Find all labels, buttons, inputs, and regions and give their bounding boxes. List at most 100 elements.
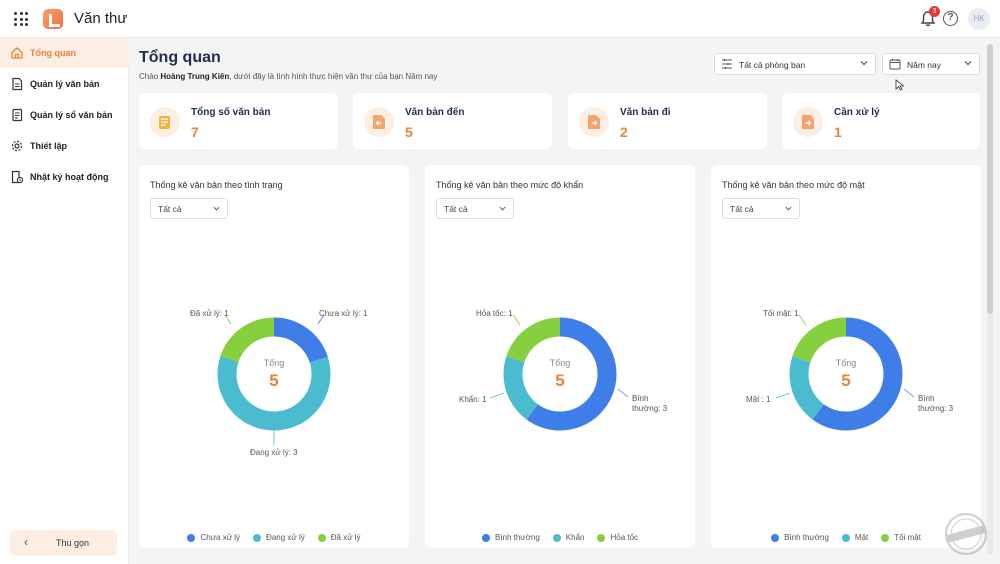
help-icon[interactable]: ? bbox=[943, 11, 958, 26]
callout-label: Bình bbox=[918, 394, 934, 403]
user-name: Hoàng Trung Kiên bbox=[160, 72, 230, 81]
stat-value: 7 bbox=[191, 124, 199, 140]
avatar[interactable]: HK bbox=[968, 8, 990, 30]
chart-filter-select[interactable]: Tất cả bbox=[722, 198, 800, 219]
callout-label: Khẩn: 1 bbox=[459, 395, 487, 404]
stat-card-total[interactable]: Tổng số văn bản 7 bbox=[139, 93, 338, 149]
scrollbar-thumb[interactable] bbox=[987, 44, 993, 314]
stat-card-incoming[interactable]: Văn bản đến 5 bbox=[353, 93, 552, 149]
chart-legend: Bình thường Mật Tối mật bbox=[711, 533, 981, 542]
activity-log-icon bbox=[11, 170, 24, 184]
donut-chart: Bình thường: 3 Khẩn: 1 Hỏa tốc: 1 Tổng 5 bbox=[459, 309, 668, 431]
donut-slice-mật[interactable] bbox=[789, 317, 903, 431]
stat-label: Văn bản đến bbox=[405, 107, 465, 118]
legend-item[interactable]: Bình thường bbox=[481, 533, 540, 542]
collapse-label: Thu gọn bbox=[56, 538, 90, 548]
donut-slice-đã-xử-lý[interactable] bbox=[217, 317, 331, 431]
mouse-cursor-icon bbox=[895, 79, 905, 91]
calendar-icon bbox=[889, 59, 901, 70]
sidebar-item-settings[interactable]: Thiết lập bbox=[0, 131, 129, 161]
callout-label: thường: 3 bbox=[918, 404, 954, 413]
chevron-down-icon bbox=[785, 206, 792, 211]
book-icon bbox=[12, 108, 23, 122]
donut-center-value: 5 bbox=[555, 371, 564, 390]
donut-slice-đang-xử-lý[interactable] bbox=[217, 317, 331, 431]
app-title: Văn thư bbox=[74, 10, 128, 27]
sidebar-item-label: Nhật ký hoạt động bbox=[30, 172, 109, 182]
stat-value: 1 bbox=[834, 124, 842, 140]
document-icon bbox=[12, 77, 23, 91]
donut-center-label: Tổng bbox=[836, 358, 857, 368]
legend-item[interactable]: Mật bbox=[841, 533, 868, 542]
department-select[interactable]: Tất cả phòng ban bbox=[714, 53, 876, 75]
sidebar-item-label: Quản lý sổ văn bản bbox=[30, 110, 113, 120]
chevron-down-icon bbox=[964, 61, 972, 66]
callout-label: Tối mật: 1 bbox=[763, 309, 799, 318]
sidebar-item-documents[interactable]: Quản lý văn bản bbox=[0, 69, 129, 99]
collapse-sidebar-button[interactable]: ‹ Thu gọn bbox=[10, 530, 117, 556]
chevron-down-icon bbox=[499, 206, 506, 211]
app-logo bbox=[43, 9, 63, 29]
chart-legend: Chưa xử lý Đang xử lý Đã xử lý bbox=[139, 533, 409, 542]
callout-label: Bình bbox=[632, 394, 648, 403]
stat-label: Cần xử lý bbox=[834, 107, 880, 118]
donut-slice-tối-mật[interactable] bbox=[789, 317, 903, 431]
filter-list-icon bbox=[722, 59, 732, 69]
donut-center-value: 5 bbox=[841, 371, 850, 390]
callout-label: Mật : 1 bbox=[746, 395, 771, 404]
chart-card-urgency: Thống kê văn bản theo mức độ khẩn Tất cả… bbox=[425, 165, 695, 548]
document-stack-icon bbox=[159, 116, 170, 129]
period-select[interactable]: Năm nay bbox=[882, 53, 980, 75]
chart-filter-select[interactable]: Tất cả bbox=[436, 198, 514, 219]
greeting-text: Chào Hoàng Trung Kiên, dưới đây là tình … bbox=[139, 72, 438, 81]
legend-item[interactable]: Hỏa tốc bbox=[597, 533, 638, 542]
gear-icon bbox=[11, 140, 23, 152]
pending-document-icon bbox=[802, 115, 814, 129]
chart-title: Thống kê văn bản theo mức độ mật bbox=[722, 180, 865, 190]
outgoing-document-icon bbox=[588, 115, 600, 129]
legend-item[interactable]: Chưa xử lý bbox=[187, 533, 240, 542]
notification-badge: 3 bbox=[929, 6, 940, 17]
stat-label: Tổng số văn bản bbox=[191, 107, 271, 118]
watermark-stamp bbox=[945, 513, 987, 555]
sidebar: Tổng quan Quản lý văn bản Quản lý sổ văn… bbox=[0, 38, 129, 564]
legend-item[interactable]: Bình thường bbox=[771, 533, 829, 542]
chart-card-status: Thống kê văn bản theo tình trạng Tất cả … bbox=[139, 165, 409, 548]
stat-card-outgoing[interactable]: Văn bản đi 2 bbox=[568, 93, 767, 149]
chart-filter-select[interactable]: Tất cả bbox=[150, 198, 228, 219]
callout-label: Đã xử lý: 1 bbox=[190, 309, 229, 318]
donut-slice-hỏa-tốc[interactable] bbox=[503, 317, 617, 431]
callout-label: thường: 3 bbox=[632, 404, 668, 413]
stat-card-pending[interactable]: Cần xử lý 1 bbox=[782, 93, 980, 149]
incoming-document-icon bbox=[373, 115, 385, 129]
chevron-down-icon bbox=[860, 61, 868, 66]
sidebar-item-label: Tổng quan bbox=[30, 48, 76, 58]
sidebar-item-overview[interactable]: Tổng quan bbox=[0, 38, 129, 68]
chart-title: Thống kê văn bản theo tình trạng bbox=[150, 180, 283, 190]
legend-item[interactable]: Khẩn bbox=[552, 533, 584, 542]
donut-chart: Chưa xử lý: 1 Đang xử lý: 3 Đã xử lý: 1 … bbox=[190, 309, 368, 457]
legend-item[interactable]: Đã xử lý bbox=[317, 533, 361, 542]
callout-label: Hỏa tốc: 1 bbox=[476, 309, 513, 318]
sidebar-item-label: Thiết lập bbox=[30, 141, 68, 151]
callout-label: Đang xử lý: 3 bbox=[250, 448, 298, 457]
stat-value: 5 bbox=[405, 124, 413, 140]
sidebar-item-activity-log[interactable]: Nhật ký hoạt động bbox=[0, 162, 129, 192]
chart-legend: Bình thường Khẩn Hỏa tốc bbox=[425, 533, 695, 542]
donut-center-value: 5 bbox=[269, 371, 278, 390]
chevron-left-icon: ‹ bbox=[24, 535, 28, 549]
page-scrollbar[interactable] bbox=[987, 44, 993, 554]
legend-item[interactable]: Tối mật bbox=[881, 533, 921, 542]
app-grid-icon[interactable] bbox=[14, 12, 28, 26]
stat-label: Văn bản đi bbox=[620, 107, 671, 118]
legend-item[interactable]: Đang xử lý bbox=[253, 533, 305, 542]
stat-value: 2 bbox=[620, 124, 628, 140]
donut-chart: Bình thường: 3 Mật : 1 Tối mật: 1 Tổng 5 bbox=[746, 309, 954, 431]
donut-slice-khẩn[interactable] bbox=[503, 317, 617, 431]
sidebar-item-document-books[interactable]: Quản lý sổ văn bản bbox=[0, 100, 129, 130]
top-bar: Văn thư 3 ? HK bbox=[0, 0, 1000, 38]
callout-label: Chưa xử lý: 1 bbox=[319, 309, 368, 318]
chevron-down-icon bbox=[213, 206, 220, 211]
chart-title: Thống kê văn bản theo mức độ khẩn bbox=[436, 180, 584, 190]
sidebar-item-label: Quản lý văn bản bbox=[30, 79, 100, 89]
